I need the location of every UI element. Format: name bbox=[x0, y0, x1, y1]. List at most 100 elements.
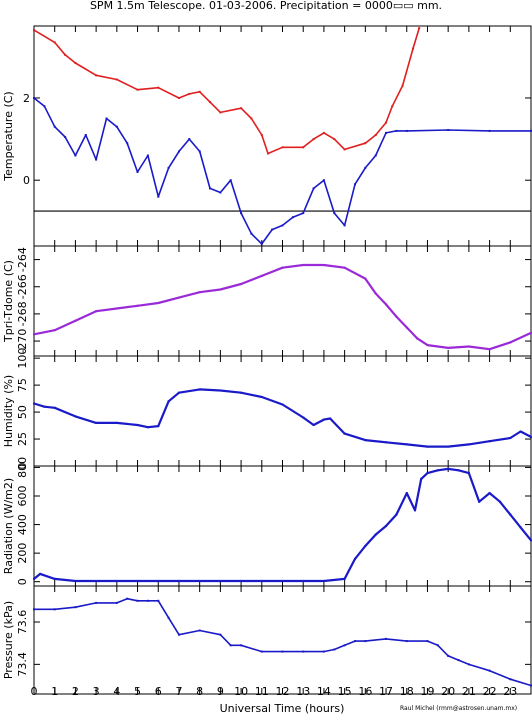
series-red bbox=[33, 27, 421, 155]
data-point bbox=[509, 341, 512, 344]
data-point bbox=[333, 138, 336, 141]
data-point bbox=[457, 659, 460, 662]
y-tick-label: 73.4 bbox=[16, 652, 29, 677]
y-tick-label: 75 bbox=[16, 378, 29, 392]
data-point bbox=[418, 27, 421, 30]
x-tick-label: 10 bbox=[234, 685, 248, 698]
data-point bbox=[530, 435, 532, 438]
data-point bbox=[53, 125, 56, 128]
x-tick-label: 1 bbox=[51, 685, 58, 698]
x-tick-label: 2 bbox=[72, 685, 79, 698]
data-point bbox=[509, 678, 512, 681]
panel-frame bbox=[33, 355, 532, 467]
data-point bbox=[105, 117, 108, 120]
data-point bbox=[267, 152, 269, 155]
x-tick-label: 21 bbox=[462, 685, 476, 698]
y-axis-title: Pressure (kPa) bbox=[2, 601, 15, 679]
data-point bbox=[498, 500, 501, 503]
x-tick-label: 19 bbox=[420, 685, 434, 698]
data-point bbox=[530, 539, 532, 542]
data-point bbox=[53, 41, 56, 44]
data-point bbox=[467, 443, 470, 446]
data-point bbox=[33, 608, 35, 611]
series-blue bbox=[33, 467, 532, 583]
data-point bbox=[302, 212, 305, 215]
data-point bbox=[198, 629, 201, 632]
data-point bbox=[64, 136, 67, 138]
data-point bbox=[229, 644, 232, 647]
data-point bbox=[405, 326, 408, 329]
x-tick-label: 3 bbox=[93, 685, 100, 698]
y-tick-label: 200 bbox=[16, 543, 29, 564]
data-point bbox=[95, 421, 98, 424]
data-point bbox=[198, 150, 201, 153]
data-point bbox=[95, 601, 98, 604]
data-point bbox=[53, 608, 56, 611]
y-tick-label: 400 bbox=[16, 514, 29, 535]
data-point bbox=[178, 580, 180, 582]
data-point bbox=[426, 640, 429, 643]
data-point bbox=[467, 345, 470, 348]
data-point bbox=[260, 274, 263, 277]
x-tick-label: 9 bbox=[217, 685, 224, 698]
y-axis-title: Humidity (%) bbox=[2, 375, 15, 447]
credit-text: Raul Michel (rmm@astrosen.unam.mx) bbox=[400, 705, 517, 712]
y-tick-label: 2 bbox=[23, 92, 30, 105]
data-point bbox=[209, 187, 211, 190]
data-point bbox=[385, 525, 387, 527]
data-point bbox=[178, 391, 180, 394]
y-tick-label: 0 bbox=[23, 174, 30, 187]
data-point bbox=[178, 150, 180, 153]
data-point bbox=[385, 441, 387, 444]
data-point bbox=[74, 415, 77, 418]
data-point bbox=[447, 467, 450, 470]
data-point bbox=[405, 443, 408, 446]
x-tick-label: 14 bbox=[317, 685, 331, 698]
data-point bbox=[115, 601, 118, 604]
data-point bbox=[240, 391, 243, 394]
data-point bbox=[146, 154, 149, 157]
data-point bbox=[354, 557, 356, 560]
data-point bbox=[281, 580, 284, 582]
data-point bbox=[354, 183, 356, 186]
data-point bbox=[250, 232, 253, 235]
data-point bbox=[188, 92, 191, 95]
data-point bbox=[136, 580, 139, 582]
data-point bbox=[95, 74, 98, 77]
data-point bbox=[74, 580, 77, 582]
data-point bbox=[343, 148, 346, 151]
data-point bbox=[391, 105, 394, 108]
data-point bbox=[84, 134, 87, 136]
data-point bbox=[414, 509, 416, 512]
x-tick-label: 11 bbox=[255, 685, 269, 698]
data-point bbox=[157, 599, 160, 602]
x-tick-label: 13 bbox=[296, 685, 310, 698]
x-tick-label: 0 bbox=[31, 685, 38, 698]
data-point bbox=[167, 166, 170, 169]
data-point bbox=[157, 302, 160, 304]
data-point bbox=[250, 117, 253, 120]
data-point bbox=[374, 533, 377, 536]
data-point bbox=[240, 580, 243, 582]
x-tick-label: 4 bbox=[113, 685, 120, 698]
data-point bbox=[74, 606, 77, 609]
data-point bbox=[343, 432, 346, 435]
data-point bbox=[322, 131, 325, 134]
data-point bbox=[488, 492, 491, 495]
data-point bbox=[33, 402, 35, 405]
panel-frame bbox=[33, 25, 532, 247]
y-tick-label: 73.6 bbox=[16, 610, 29, 635]
data-point bbox=[312, 424, 315, 426]
data-point bbox=[95, 310, 98, 313]
series-line bbox=[33, 263, 532, 351]
data-point bbox=[33, 29, 35, 32]
data-point bbox=[219, 191, 222, 194]
series-line bbox=[33, 467, 532, 583]
data-point bbox=[426, 472, 429, 475]
data-point bbox=[39, 572, 42, 575]
chart-title: SPM 1.5m Telescope. 01-03-2006. Precipit… bbox=[90, 0, 442, 12]
data-point bbox=[395, 513, 398, 516]
series-blue bbox=[33, 388, 532, 448]
series-line bbox=[33, 97, 531, 245]
